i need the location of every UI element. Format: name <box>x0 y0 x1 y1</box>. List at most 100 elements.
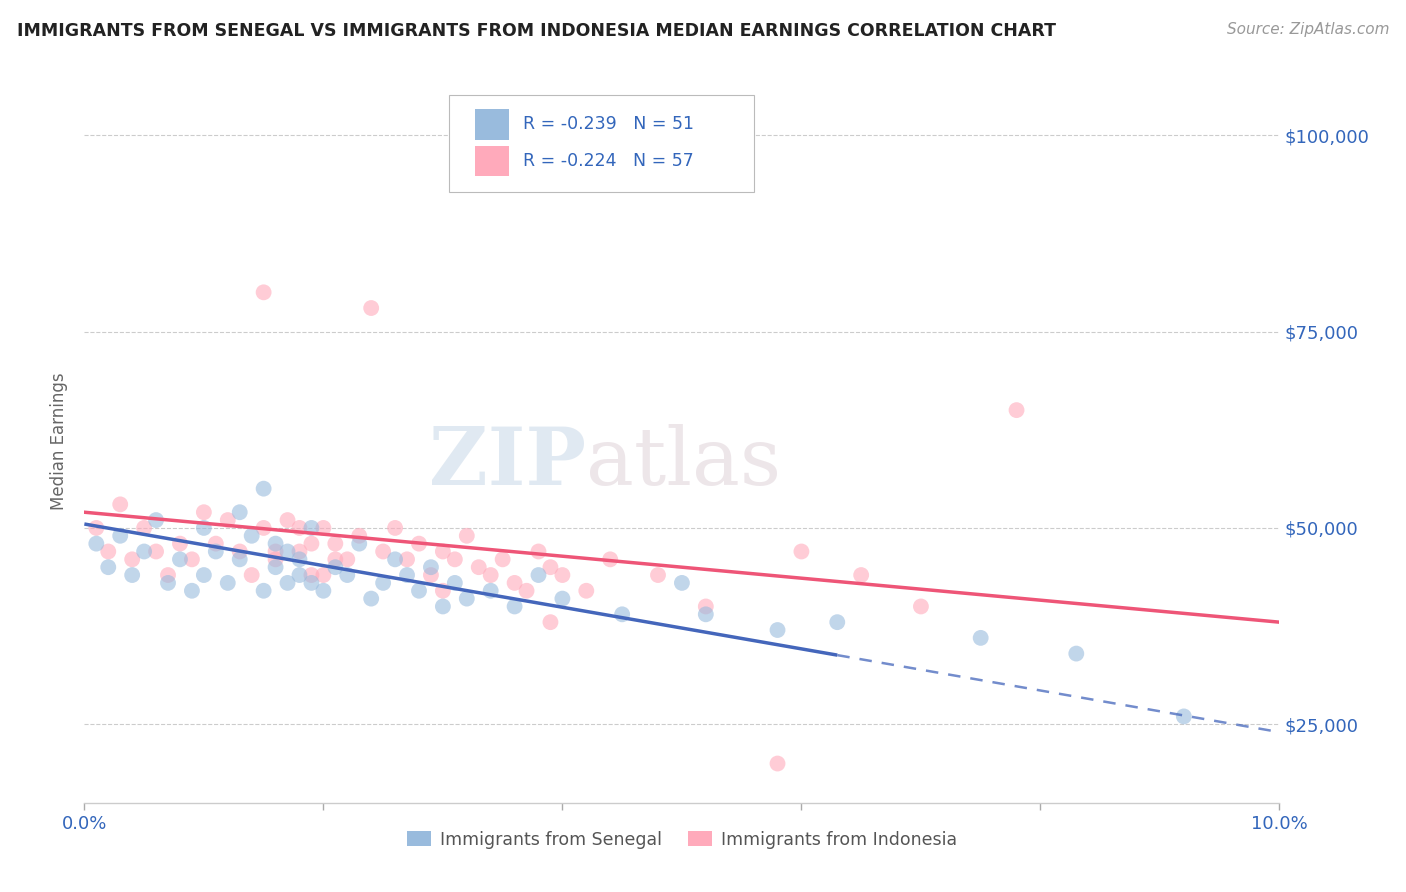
Point <box>86 536 108 550</box>
Point <box>325 560 347 574</box>
Point <box>277 575 299 590</box>
Point <box>217 575 239 590</box>
Point <box>551 591 574 606</box>
Point <box>408 583 430 598</box>
Point <box>193 521 215 535</box>
Point <box>695 607 717 622</box>
Point <box>360 591 382 606</box>
Point <box>157 568 180 582</box>
Point <box>766 623 789 637</box>
Point <box>479 583 502 598</box>
Point <box>503 599 526 614</box>
Text: ZIP: ZIP <box>429 425 586 502</box>
Point <box>240 529 263 543</box>
Point <box>312 568 335 582</box>
Point <box>110 497 132 511</box>
Point <box>790 544 813 558</box>
Point <box>288 568 311 582</box>
Legend: Immigrants from Senegal, Immigrants from Indonesia: Immigrants from Senegal, Immigrants from… <box>399 823 965 855</box>
Point <box>527 544 550 558</box>
Point <box>157 575 180 590</box>
Point <box>444 575 467 590</box>
Point <box>145 544 167 558</box>
Point <box>970 631 993 645</box>
Point <box>277 544 299 558</box>
Point <box>384 552 406 566</box>
Point <box>121 552 143 566</box>
Point <box>1173 709 1195 723</box>
Point <box>121 568 143 582</box>
Point <box>181 583 204 598</box>
Point <box>479 568 502 582</box>
Point <box>264 536 287 550</box>
Point <box>253 285 276 300</box>
Point <box>503 575 526 590</box>
Point <box>301 521 323 535</box>
Point <box>384 521 406 535</box>
Point <box>97 560 120 574</box>
Point <box>360 301 382 315</box>
Text: IMMIGRANTS FROM SENEGAL VS IMMIGRANTS FROM INDONESIA MEDIAN EARNINGS CORRELATION: IMMIGRANTS FROM SENEGAL VS IMMIGRANTS FR… <box>17 22 1056 40</box>
Point <box>277 513 299 527</box>
Point <box>288 552 311 566</box>
Point <box>851 568 873 582</box>
Point <box>647 568 669 582</box>
Text: atlas: atlas <box>586 425 782 502</box>
Point <box>540 560 562 574</box>
Point <box>408 536 430 550</box>
Point <box>228 544 252 558</box>
FancyBboxPatch shape <box>449 95 754 193</box>
Point <box>444 552 467 566</box>
Point <box>228 552 252 566</box>
Point <box>396 552 419 566</box>
Point <box>193 568 215 582</box>
Point <box>181 552 204 566</box>
Point <box>527 568 550 582</box>
Point <box>1005 403 1028 417</box>
Point <box>456 529 478 543</box>
Point <box>349 536 371 550</box>
Point <box>325 536 347 550</box>
Point <box>432 599 454 614</box>
Point <box>766 756 789 771</box>
Point <box>312 521 335 535</box>
Point <box>301 568 323 582</box>
Point <box>575 583 598 598</box>
Point <box>288 521 311 535</box>
Point <box>169 552 191 566</box>
FancyBboxPatch shape <box>475 146 509 177</box>
Point <box>468 560 491 574</box>
Point <box>301 575 323 590</box>
Point <box>110 529 132 543</box>
Point <box>205 544 228 558</box>
Point <box>456 591 478 606</box>
Point <box>1066 647 1088 661</box>
Point <box>910 599 932 614</box>
Point <box>336 568 359 582</box>
Point <box>373 575 395 590</box>
Point <box>612 607 634 622</box>
Point <box>420 568 443 582</box>
Point <box>827 615 849 630</box>
Point <box>301 536 323 550</box>
Point <box>551 568 574 582</box>
Point <box>97 544 120 558</box>
Point <box>695 599 717 614</box>
Point <box>336 552 359 566</box>
Point <box>86 521 108 535</box>
Point <box>264 552 287 566</box>
Point <box>264 560 287 574</box>
Point <box>420 560 443 574</box>
Point <box>217 513 239 527</box>
Point <box>132 544 156 558</box>
Point <box>516 583 538 598</box>
Point <box>240 568 263 582</box>
Point <box>253 521 276 535</box>
Point <box>253 583 276 598</box>
Point <box>492 552 515 566</box>
Y-axis label: Median Earnings: Median Earnings <box>51 373 69 510</box>
Point <box>671 575 693 590</box>
Point <box>432 544 454 558</box>
Point <box>228 505 252 519</box>
Text: R = -0.224   N = 57: R = -0.224 N = 57 <box>523 153 693 170</box>
